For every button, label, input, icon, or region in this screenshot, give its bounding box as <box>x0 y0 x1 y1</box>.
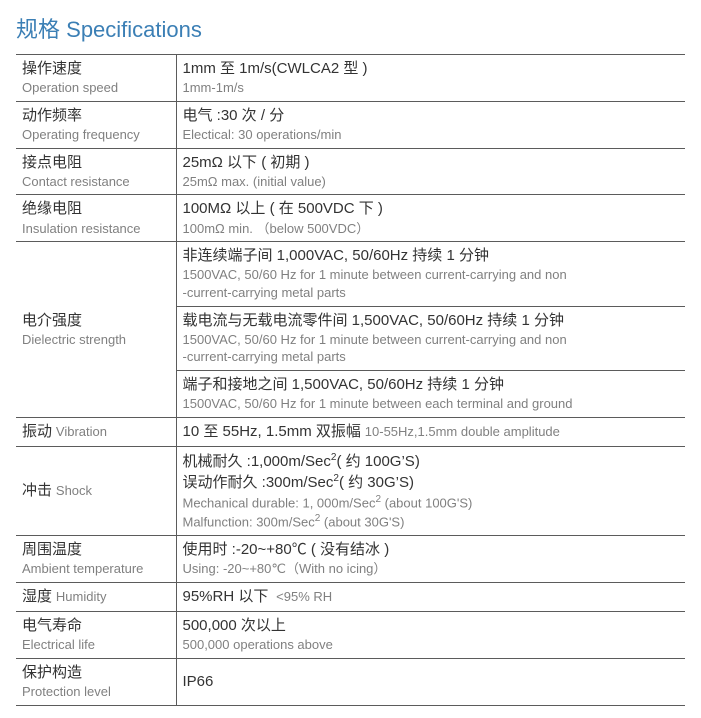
shock-cn-1: 机械耐久 :1,000m/Sec2( 约 100G’S) <box>183 451 680 472</box>
label-cn: 绝缘电阻 <box>22 199 170 219</box>
value-contact-resistance: 25mΩ 以下 ( 初期 ) 25mΩ max. (initial value) <box>176 148 685 195</box>
value-en-l2: -current-carrying metal parts <box>183 348 680 366</box>
label-vibration: 振动 Vibration <box>16 417 176 446</box>
shock-cn-pre1: 机械耐久 :1,000m/Sec <box>183 453 331 470</box>
label-electrical-life: 电气寿命 Electrical life <box>16 612 176 659</box>
label-en: Ambient temperature <box>22 560 170 578</box>
label-operation-speed: 操作速度 Operation speed <box>16 55 176 102</box>
value-cn: 500,000 次以上 <box>183 616 680 636</box>
shock-en-post2: (about 30G'S) <box>320 515 404 530</box>
label-contact-resistance: 接点电阻 Contact resistance <box>16 148 176 195</box>
shock-en-2: Malfunction: 300m/Sec2 (about 30G'S) <box>183 512 680 531</box>
label-cn: 动作频率 <box>22 106 170 126</box>
value-cn: 1mm 至 1m/s(CWLCA2 型 ) <box>183 59 680 79</box>
value-en: Electical: 30 operations/min <box>183 126 680 144</box>
value-protection-level: IP66 <box>176 659 685 706</box>
label-en: Insulation resistance <box>22 220 170 238</box>
value-cn: 10 至 55Hz, 1.5mm 双振幅 <box>183 423 361 440</box>
label-en: Dielectric strength <box>22 331 170 349</box>
table-row: 振动 Vibration 10 至 55Hz, 1.5mm 双振幅 10-55H… <box>16 417 685 446</box>
shock-en-pre2: Malfunction: 300m/Sec <box>183 515 315 530</box>
value-en: 1mm-1m/s <box>183 79 680 97</box>
label-en: Shock <box>56 483 92 498</box>
title-cn: 规格 <box>16 17 60 42</box>
value-en-l1: 1500VAC, 50/60 Hz for 1 minute between c… <box>183 331 680 349</box>
label-cn: 电介强度 <box>22 311 170 331</box>
table-row: 湿度 Humidity 95%RH 以下 <95% RH <box>16 582 685 611</box>
value-en: 25mΩ max. (initial value) <box>183 173 680 191</box>
value-cn: 使用时 :-20~+80℃ ( 没有结冰 ) <box>183 540 680 560</box>
value-cn: 25mΩ 以下 ( 初期 ) <box>183 153 680 173</box>
table-row: 绝缘电阻 Insulation resistance 100MΩ 以上 ( 在 … <box>16 195 685 242</box>
label-en: Humidity <box>56 589 107 604</box>
table-row: 电气寿命 Electrical life 500,000 次以上 500,000… <box>16 612 685 659</box>
label-en: Electrical life <box>22 636 170 654</box>
value-operation-speed: 1mm 至 1m/s(CWLCA2 型 ) 1mm-1m/s <box>176 55 685 102</box>
shock-cn-post1: ( 约 100G’S) <box>336 453 419 470</box>
spec-table: 操作速度 Operation speed 1mm 至 1m/s(CWLCA2 型… <box>16 54 685 706</box>
table-row: 周围温度 Ambient temperature 使用时 :-20~+80℃ (… <box>16 536 685 583</box>
value-ambient-temperature: 使用时 :-20~+80℃ ( 没有结冰 ) Using: -20~+80℃（W… <box>176 536 685 583</box>
value-en: <95% RH <box>276 589 332 604</box>
label-en: Operation speed <box>22 79 170 97</box>
value-cn: 非连续端子间 1,000VAC, 50/60Hz 持续 1 分钟 <box>183 246 680 266</box>
page-title: 规格 Specifications <box>16 12 685 44</box>
shock-en-post1: (about 100G'S) <box>381 496 472 511</box>
label-ambient-temperature: 周围温度 Ambient temperature <box>16 536 176 583</box>
label-en: Contact resistance <box>22 173 170 191</box>
label-dielectric-strength: 电介强度 Dielectric strength <box>16 242 176 417</box>
title-en: Specifications <box>66 17 202 42</box>
value-cn: 95%RH 以下 <box>183 588 269 605</box>
label-humidity: 湿度 Humidity <box>16 582 176 611</box>
label-cn: 冲击 <box>22 482 52 499</box>
table-row: 冲击 Shock 机械耐久 :1,000m/Sec2( 约 100G’S) 误动… <box>16 446 685 535</box>
label-shock: 冲击 Shock <box>16 446 176 535</box>
value-en-l2: -current-carrying metal parts <box>183 284 680 302</box>
table-row: 动作频率 Operating frequency 电气 :30 次 / 分 El… <box>16 101 685 148</box>
table-row: 接点电阻 Contact resistance 25mΩ 以下 ( 初期 ) 2… <box>16 148 685 195</box>
value-humidity: 95%RH 以下 <95% RH <box>176 582 685 611</box>
shock-en-pre1: Mechanical durable: 1, 000m/Sec <box>183 496 376 511</box>
value-cn: 端子和接地之间 1,500VAC, 50/60Hz 持续 1 分钟 <box>183 375 680 395</box>
value-dielectric-3: 端子和接地之间 1,500VAC, 50/60Hz 持续 1 分钟 1500VA… <box>176 370 685 417</box>
value-shock: 机械耐久 :1,000m/Sec2( 约 100G’S) 误动作耐久 :300m… <box>176 446 685 535</box>
shock-cn-2: 误动作耐久 :300m/Sec2( 约 30G’S) <box>183 472 680 493</box>
label-cn: 振动 <box>22 423 52 440</box>
shock-en-1: Mechanical durable: 1, 000m/Sec2 (about … <box>183 493 680 512</box>
label-cn: 操作速度 <box>22 59 170 79</box>
value-cn: IP66 <box>183 672 680 692</box>
value-cn: 载电流与无载电流零件间 1,500VAC, 50/60Hz 持续 1 分钟 <box>183 311 680 331</box>
table-row: 保护构造 Protection level IP66 <box>16 659 685 706</box>
value-en: 500,000 operations above <box>183 636 680 654</box>
label-cn: 电气寿命 <box>22 616 170 636</box>
value-cn: 100MΩ 以上 ( 在 500VDC 下 ) <box>183 199 680 219</box>
shock-cn-post2: ( 约 30G’S) <box>339 474 414 491</box>
value-en: 10-55Hz,1.5mm double amplitude <box>365 424 560 439</box>
table-row: 操作速度 Operation speed 1mm 至 1m/s(CWLCA2 型… <box>16 55 685 102</box>
value-electrical-life: 500,000 次以上 500,000 operations above <box>176 612 685 659</box>
label-cn: 接点电阻 <box>22 153 170 173</box>
value-en: 1500VAC, 50/60 Hz for 1 minute between e… <box>183 395 680 413</box>
label-protection-level: 保护构造 Protection level <box>16 659 176 706</box>
value-en: 100mΩ min. （below 500VDC） <box>183 220 680 238</box>
label-cn: 保护构造 <box>22 663 170 683</box>
value-vibration: 10 至 55Hz, 1.5mm 双振幅 10-55Hz,1.5mm doubl… <box>176 417 685 446</box>
shock-cn-pre2: 误动作耐久 :300m/Sec <box>183 474 334 491</box>
value-dielectric-2: 载电流与无载电流零件间 1,500VAC, 50/60Hz 持续 1 分钟 15… <box>176 306 685 370</box>
label-insulation-resistance: 绝缘电阻 Insulation resistance <box>16 195 176 242</box>
label-en: Protection level <box>22 683 170 701</box>
label-en: Vibration <box>56 424 107 439</box>
label-cn: 湿度 <box>22 588 52 605</box>
value-cn: 电气 :30 次 / 分 <box>183 106 680 126</box>
label-operating-frequency: 动作频率 Operating frequency <box>16 101 176 148</box>
table-row: 电介强度 Dielectric strength 非连续端子间 1,000VAC… <box>16 242 685 306</box>
value-dielectric-1: 非连续端子间 1,000VAC, 50/60Hz 持续 1 分钟 1500VAC… <box>176 242 685 306</box>
label-en: Operating frequency <box>22 126 170 144</box>
value-en: Using: -20~+80℃（With no icing） <box>183 560 680 578</box>
value-en-l1: 1500VAC, 50/60 Hz for 1 minute between c… <box>183 266 680 284</box>
value-operating-frequency: 电气 :30 次 / 分 Electical: 30 operations/mi… <box>176 101 685 148</box>
value-insulation-resistance: 100MΩ 以上 ( 在 500VDC 下 ) 100mΩ min. （belo… <box>176 195 685 242</box>
label-cn: 周围温度 <box>22 540 170 560</box>
